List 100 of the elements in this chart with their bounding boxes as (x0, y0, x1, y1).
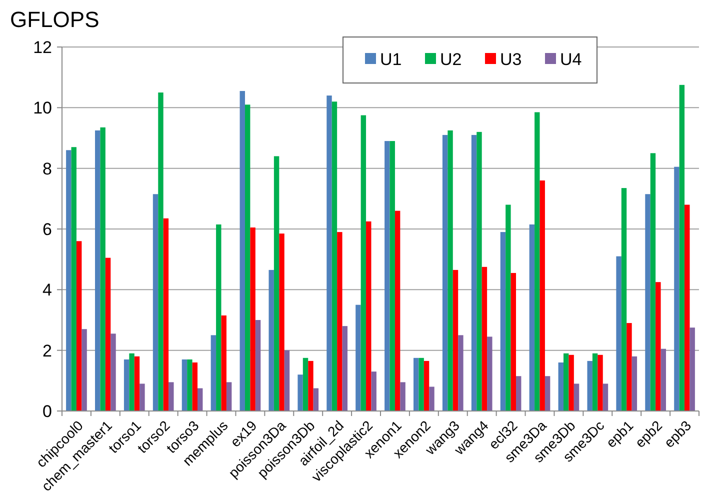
bar (163, 218, 169, 411)
bar (574, 384, 580, 411)
bar (656, 282, 661, 411)
bar (424, 360, 430, 411)
bar (129, 353, 134, 411)
bar (598, 354, 603, 411)
bar (529, 224, 535, 411)
bar (279, 234, 284, 411)
bar (544, 376, 550, 411)
bar (366, 221, 372, 411)
bar (268, 270, 274, 411)
bar (626, 323, 632, 411)
bar (308, 360, 314, 411)
bar (244, 104, 250, 411)
bar (679, 84, 685, 411)
bar (510, 272, 516, 411)
bar (500, 232, 506, 411)
bar (226, 382, 232, 411)
bar (616, 256, 622, 411)
y-tick-label: 10 (33, 98, 52, 118)
bar (568, 354, 574, 411)
bar (313, 388, 319, 411)
bar (240, 90, 245, 411)
bar (384, 141, 390, 411)
y-tick-label: 12 (33, 38, 52, 57)
bar (105, 258, 111, 411)
bar (95, 130, 100, 411)
bar (216, 224, 222, 411)
bar (187, 359, 192, 411)
legend-label: U3 (500, 50, 522, 69)
bar (516, 376, 522, 411)
bar (356, 304, 361, 411)
bar (592, 353, 598, 411)
bar (482, 266, 488, 411)
bar (274, 156, 280, 411)
bar (250, 227, 256, 411)
bar (221, 315, 226, 411)
y-tick-label: 8 (42, 159, 52, 178)
bar (284, 350, 290, 411)
bar (298, 374, 303, 411)
bar (563, 353, 569, 411)
bar (400, 382, 406, 411)
legend-label: U1 (380, 50, 402, 69)
bar (71, 147, 76, 411)
bar (558, 362, 564, 411)
bar (255, 320, 261, 411)
bar (110, 334, 116, 411)
chart-title: GFLOPS (10, 7, 100, 32)
bar (302, 358, 308, 411)
bar (506, 204, 511, 411)
bar (487, 336, 492, 411)
bar (134, 356, 140, 411)
bar (66, 150, 72, 411)
bar (534, 112, 540, 411)
bar (342, 326, 348, 411)
legend-label: U2 (440, 50, 462, 69)
bar (645, 194, 650, 411)
bar (124, 359, 130, 411)
bar (360, 115, 366, 411)
bar (674, 166, 680, 411)
bar (621, 188, 627, 411)
bar (429, 386, 434, 411)
bar (442, 134, 448, 411)
bar (337, 232, 342, 411)
bar (371, 372, 376, 411)
bar (394, 210, 400, 411)
bar (332, 102, 338, 411)
bar (452, 270, 458, 411)
bar (414, 358, 419, 411)
bar (476, 132, 482, 411)
bar (587, 360, 592, 411)
bar (540, 180, 545, 411)
bar (650, 153, 656, 411)
y-tick-label: 2 (42, 341, 52, 360)
bar (471, 134, 477, 411)
bar (390, 141, 395, 411)
bar (326, 96, 332, 411)
bar (690, 328, 695, 411)
bar (684, 204, 690, 411)
bar (168, 382, 174, 411)
legend-label: U4 (560, 50, 582, 69)
bar (458, 335, 464, 411)
bar (152, 194, 158, 411)
y-tick-label: 0 (42, 402, 52, 421)
y-tick-label: 4 (42, 280, 52, 300)
bar (602, 384, 608, 411)
bar (182, 359, 188, 411)
bar (100, 127, 106, 411)
bar (210, 335, 216, 411)
bar (82, 329, 87, 411)
bar (448, 130, 453, 411)
bar (632, 356, 638, 411)
bar (158, 92, 164, 411)
bar (418, 358, 424, 411)
bar (140, 384, 145, 411)
bar (198, 388, 203, 411)
bar (192, 362, 198, 411)
bar (660, 348, 666, 411)
bar (76, 241, 82, 411)
y-tick-label: 6 (42, 220, 52, 239)
